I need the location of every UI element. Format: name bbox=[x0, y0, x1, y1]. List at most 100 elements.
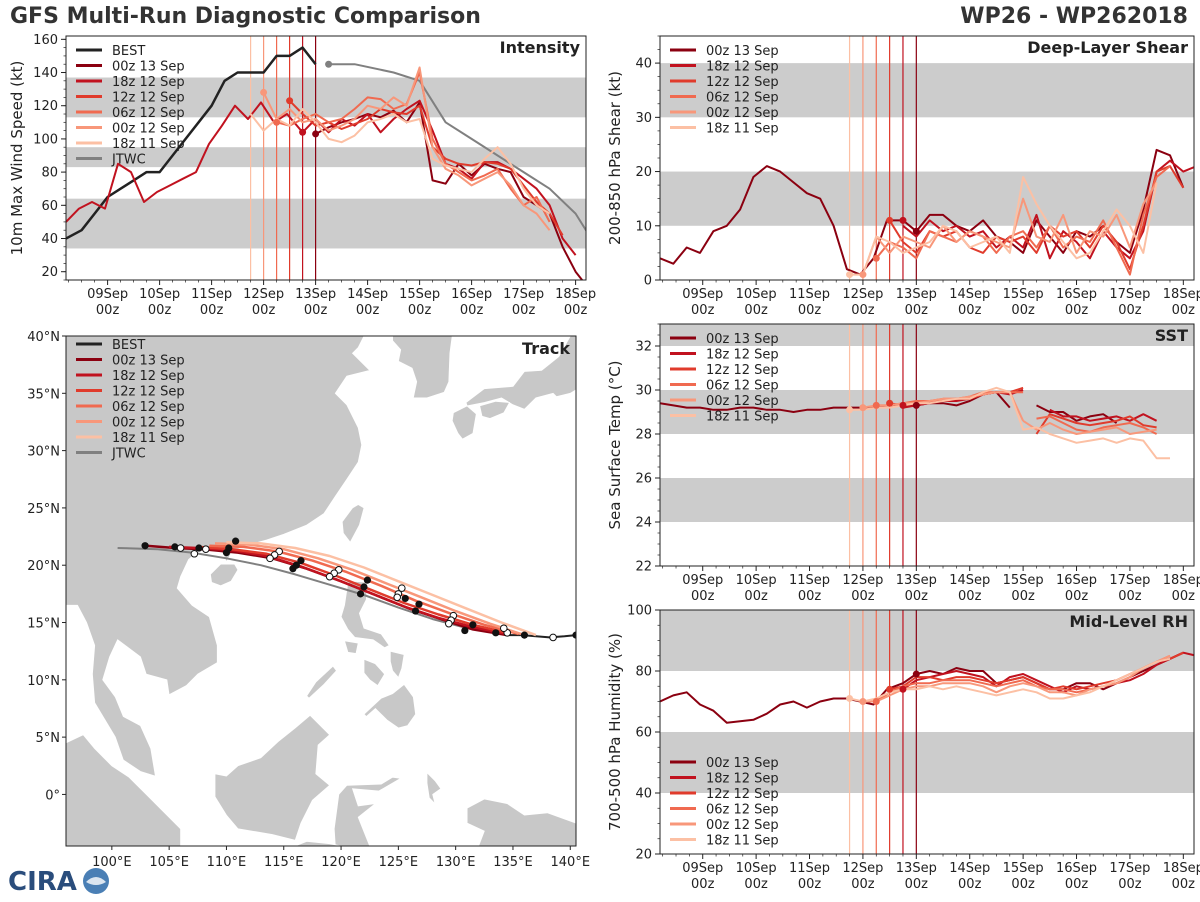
sst-chart: 22242628303209Sep00z10Sep00z11Sep00z12Se… bbox=[606, 323, 1200, 604]
track-ytick-label: 20°N bbox=[27, 559, 60, 574]
rh-ytick-label: 60 bbox=[635, 726, 652, 741]
sst-xtick-hour: 00z bbox=[1118, 589, 1142, 604]
track-point-filled bbox=[411, 607, 420, 615]
shear-plot-area bbox=[660, 36, 1194, 280]
sst-band-2 bbox=[660, 324, 1194, 346]
land-mindanao bbox=[363, 683, 417, 729]
shear-ytick-label: 40 bbox=[635, 57, 652, 72]
intensity-xtick-hour: 00z bbox=[148, 303, 172, 318]
shear-xtick-hour: 00z bbox=[691, 303, 715, 318]
track-point-filled bbox=[141, 542, 149, 550]
shear-xtick-day: 15Sep bbox=[1003, 287, 1044, 302]
track-point-filled bbox=[195, 544, 203, 552]
shear-marker-4 bbox=[899, 216, 907, 224]
sst-marker-1 bbox=[859, 404, 867, 412]
sst-legend-label: 00z 13 Sep bbox=[706, 332, 779, 347]
intensity-legend-label: 18z 11 Sep bbox=[112, 137, 185, 152]
rh-xtick-hour: 00z bbox=[1172, 877, 1196, 892]
rh-legend-label: 00z 12 Sep bbox=[706, 818, 779, 833]
shear-xtick-day: 11Sep bbox=[789, 287, 830, 302]
intensity-xtick-hour: 00z bbox=[304, 303, 328, 318]
intensity-xtick-day: 11Sep bbox=[191, 287, 232, 302]
track-ytick-label: 25°N bbox=[27, 502, 60, 517]
track-plot-area bbox=[66, 336, 576, 846]
sst-plot-area bbox=[660, 324, 1194, 566]
sst-series-18z-12-sep-b bbox=[1049, 408, 1158, 422]
shear-xtick-day: 17Sep bbox=[1109, 287, 1150, 302]
rh-marker-1 bbox=[859, 698, 867, 705]
rh-xtick-day: 10Sep bbox=[736, 861, 777, 876]
intensity-xtick-day: 18Sep bbox=[555, 287, 596, 302]
rh-legend-label: 12z 12 Sep bbox=[706, 787, 779, 802]
track-point-filled bbox=[297, 557, 305, 565]
sst-legend-label: 06z 12 Sep bbox=[706, 379, 779, 394]
sst-ytick-label: 30 bbox=[635, 384, 652, 399]
rh-xtick-hour: 00z bbox=[958, 877, 982, 892]
rh-legend-label: 18z 12 Sep bbox=[706, 772, 779, 787]
shear-series-06z-12-sep bbox=[875, 165, 1171, 276]
shear-marker-5 bbox=[912, 227, 920, 235]
rh-xtick-hour: 00z bbox=[905, 877, 929, 892]
rh-xtick-day: 15Sep bbox=[1003, 861, 1044, 876]
intensity-xtick-hour: 00z bbox=[564, 303, 588, 318]
rh-chart: 2040608010009Sep00z10Sep00z11Sep00z12Sep… bbox=[606, 604, 1200, 893]
rh-legend-label: 18z 11 Sep bbox=[706, 834, 779, 849]
intensity-legend-label: 06z 12 Sep bbox=[112, 106, 185, 121]
rh-ytick-label: 40 bbox=[635, 787, 652, 802]
sst-ytick-label: 22 bbox=[635, 560, 652, 575]
intensity-marker-1 bbox=[273, 118, 281, 126]
rh-legend-label: 00z 13 Sep bbox=[706, 756, 779, 771]
sst-xtick-hour: 00z bbox=[1065, 589, 1089, 604]
svg-text:CIRA: CIRA bbox=[8, 867, 77, 897]
shear-ytick-label: 0 bbox=[644, 274, 652, 289]
sst-xtick-hour: 00z bbox=[1011, 589, 1035, 604]
rh-ytick-label: 20 bbox=[635, 848, 652, 863]
sst-series-18z-12-sep bbox=[902, 389, 1024, 409]
intensity-xtick-hour: 00z bbox=[408, 303, 432, 318]
sst-ytick-label: 32 bbox=[635, 340, 652, 355]
intensity-legend-label: 00z 12 Sep bbox=[112, 122, 185, 137]
track-xtick-label: 120°E bbox=[321, 855, 361, 870]
shear-panel-title: Deep-Layer Shear bbox=[1027, 38, 1188, 57]
intensity-ytick-label: 140 bbox=[33, 66, 58, 81]
sst-ytick-label: 26 bbox=[635, 472, 652, 487]
track-ytick-label: 30°N bbox=[27, 445, 60, 460]
intensity-axes-frame bbox=[65, 35, 587, 281]
track-xtick-label: 125°E bbox=[379, 855, 419, 870]
intensity-xtick-day: 16Sep bbox=[451, 287, 492, 302]
track-point-filled bbox=[222, 549, 231, 557]
track-xtick-label: 105°E bbox=[149, 855, 189, 870]
track-point-filled bbox=[360, 583, 368, 591]
sst-xtick-day: 10Sep bbox=[736, 573, 777, 588]
land-halmahera bbox=[426, 771, 442, 805]
shear-marker-3 bbox=[886, 216, 894, 224]
track-series-best bbox=[507, 634, 576, 639]
intensity-xtick-hour: 00z bbox=[512, 303, 536, 318]
shear-band-1 bbox=[660, 63, 1194, 118]
sst-series-00z-12-sep-b bbox=[1022, 419, 1157, 435]
track-point-filled bbox=[572, 631, 576, 639]
track-panel-title: Track bbox=[522, 339, 570, 358]
track-series-18z-11-sep bbox=[226, 541, 537, 637]
shear-xtick-day: 13Sep bbox=[896, 287, 937, 302]
sst-legend-label: 18z 11 Sep bbox=[706, 410, 779, 425]
land-korea bbox=[392, 336, 453, 399]
shear-ytick-label: 20 bbox=[635, 165, 652, 180]
land-honshu bbox=[465, 336, 576, 410]
track-series-jtwc bbox=[117, 547, 508, 637]
page-title: GFS Multi-Run Diagnostic Comparison bbox=[10, 4, 481, 29]
rh-xtick-hour: 00z bbox=[798, 877, 822, 892]
rh-xtick-hour: 00z bbox=[1011, 877, 1035, 892]
rh-panel-title: Mid-Level RH bbox=[1069, 612, 1188, 631]
land-shikoku bbox=[479, 400, 511, 419]
rh-xtick-hour: 00z bbox=[1118, 877, 1142, 892]
track-ytick-label: 15°N bbox=[27, 617, 60, 632]
sst-panel-title: SST bbox=[1155, 326, 1188, 345]
rh-legend-label: 06z 12 Sep bbox=[706, 803, 779, 818]
intensity-plot-area bbox=[66, 36, 586, 280]
track-ytick-label: 5°N bbox=[36, 731, 61, 746]
track-legend-label: 00z 13 Sep bbox=[112, 354, 185, 369]
sst-series-00z-13-sep-b bbox=[1036, 404, 1118, 424]
shear-xtick-hour: 00z bbox=[851, 303, 875, 318]
shear-xtick-day: 18Sep bbox=[1163, 287, 1200, 302]
